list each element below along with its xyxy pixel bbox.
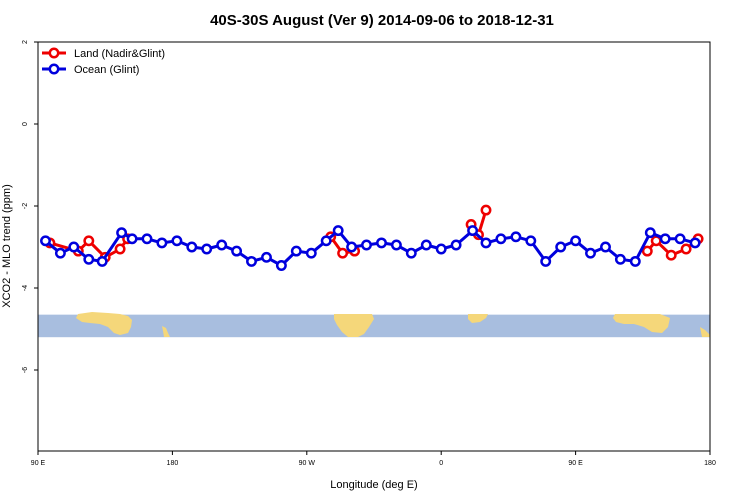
series-1-point-18: [305, 247, 317, 259]
series-1-point-21: [346, 241, 358, 253]
y-tick-label-3: -4: [22, 285, 29, 291]
legend-label-ocean: Ocean (Glint): [74, 64, 139, 76]
series-1-point-33: [525, 235, 537, 247]
series-1-point-38: [600, 241, 611, 253]
series-1-point-19: [320, 235, 332, 247]
series-1-point-8: [156, 237, 168, 249]
legend-marker-land: [48, 47, 60, 59]
map-land-0: [76, 312, 132, 335]
x-tick-label-4: 90 E: [568, 460, 583, 467]
series-0-point-12: [641, 245, 653, 257]
series-1-point-30: [480, 237, 492, 249]
series-1-point-35: [555, 241, 567, 253]
series-1-point-22: [361, 239, 372, 251]
map-land-5: [700, 327, 710, 337]
y-tick-label-1: 0: [22, 122, 29, 126]
series-1-point-43: [674, 233, 686, 245]
y-axis-label: XCO2 - MLO trend (ppm): [1, 184, 13, 307]
x-tick-label-2: 90 W: [299, 460, 316, 467]
legend-marker-ocean: [48, 63, 60, 75]
series-1-point-41: [644, 227, 656, 239]
map-strip: [38, 312, 710, 338]
series-1-point-1: [54, 247, 66, 259]
series-1-point-29: [467, 225, 479, 237]
map-land-1: [162, 326, 170, 337]
legend: Land (Nadir&Glint) Ocean (Glint): [42, 47, 165, 76]
series-1-point-37: [585, 247, 596, 259]
series-1-point-14: [246, 255, 257, 267]
x-axis-label: Longitude (deg E): [330, 479, 417, 491]
series-1-point-24: [390, 239, 402, 251]
y-tick-label-2: -2: [22, 203, 29, 209]
series-0-point-15: [680, 243, 692, 255]
legend-label-land: Land (Nadir&Glint): [74, 48, 165, 60]
series-1-point-42: [659, 233, 671, 245]
series-1-point-32: [510, 231, 522, 243]
series-1-point-2: [68, 241, 80, 253]
x-axis: 90 E 180 90 W 0 90 E 180: [31, 451, 716, 467]
map-ocean: [38, 314, 710, 338]
series-1-point-3: [83, 253, 95, 265]
series-1-point-16: [275, 260, 287, 271]
series-0-point-14: [665, 249, 677, 261]
series-1-point-40: [629, 255, 641, 267]
series-1-point-39: [614, 253, 626, 265]
series-1-point-12: [216, 239, 228, 251]
map-land-2: [334, 314, 374, 337]
series-0-point-11: [480, 204, 492, 216]
x-tick-label-3: 0: [439, 460, 443, 467]
y-tick-label-4: -6: [22, 367, 29, 373]
series-1-point-26: [420, 239, 432, 251]
series-1-point-0: [40, 235, 51, 247]
series-1-point-7: [141, 233, 153, 245]
series-1-point-13: [231, 245, 243, 257]
y-tick-label-0: 2: [22, 40, 29, 44]
series-1-point-23: [376, 237, 387, 249]
chart-title: 40S-30S August (Ver 9) 2014-09-06 to 201…: [210, 12, 554, 29]
series-1-point-27: [435, 243, 447, 255]
series-0-point-4: [114, 243, 126, 255]
series-layer: [40, 204, 704, 271]
series-1-point-28: [450, 239, 462, 251]
plot-frame: [37, 41, 711, 452]
series-1-point-4: [96, 255, 108, 267]
series-1-point-5: [116, 227, 128, 239]
series-1-point-17: [290, 245, 302, 257]
series-1-point-11: [201, 243, 213, 255]
series-1-point-36: [570, 235, 582, 247]
series-1-point-6: [126, 233, 138, 245]
series-1-point-44: [689, 237, 701, 249]
map-land-3: [468, 314, 488, 323]
series-0-point-2: [83, 235, 95, 247]
x-tick-label-0: 90 E: [31, 460, 46, 467]
series-1-point-20: [332, 225, 344, 237]
series-1-point-10: [186, 241, 198, 253]
series-1-point-34: [540, 255, 552, 267]
map-land-4: [613, 314, 670, 333]
series-1-point-25: [405, 247, 417, 259]
series-1-point-9: [171, 235, 183, 247]
series-1-point-15: [261, 251, 272, 263]
x-tick-label-5: 180: [704, 460, 716, 467]
series-1-point-31: [495, 233, 507, 245]
y-axis: 2 0 -2 -4 -6: [22, 40, 38, 373]
x-tick-label-1: 180: [167, 460, 179, 467]
series-0-point-7: [337, 247, 349, 259]
